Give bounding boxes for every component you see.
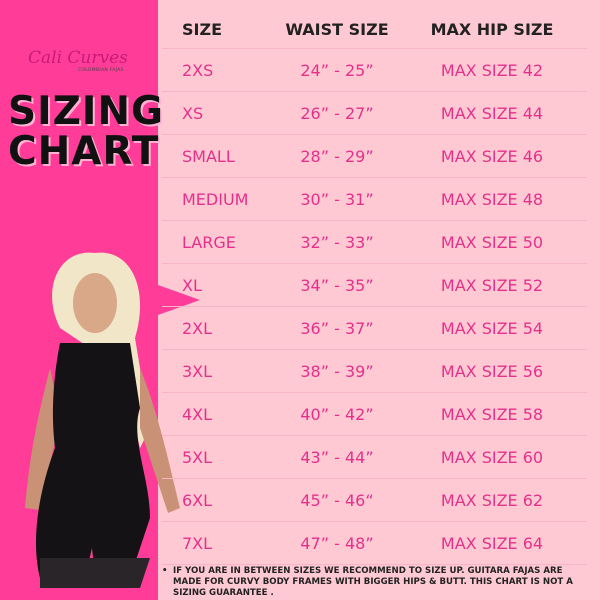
size-cell: 2XS: [182, 60, 214, 80]
waist-cell: 32” - 33”: [300, 232, 374, 252]
waist-cell: 26” - 27”: [300, 103, 374, 123]
title-line-2: CHART: [8, 129, 160, 174]
size-cell: XS: [182, 103, 204, 123]
hip-cell: MAX SIZE 58: [440, 404, 544, 424]
table-row: 7XL 47” - 48” MAX SIZE 64: [162, 522, 587, 565]
size-cell: 7XL: [182, 533, 213, 553]
title-line-1: SIZING: [8, 89, 165, 134]
table-row: 2XL 36” - 37” MAX SIZE 54: [162, 307, 587, 350]
header-waist: WAIST SIZE: [285, 19, 389, 39]
table-row: 3XL 38” - 39” MAX SIZE 56: [162, 350, 587, 393]
footnote: • IF YOU ARE IN BETWEEN SIZES WE RECOMME…: [162, 566, 592, 599]
header-hip: MAX HIP SIZE: [430, 19, 554, 39]
header-size: SIZE: [182, 19, 223, 39]
table-row: 2XS 24” - 25” MAX SIZE 42: [162, 49, 587, 92]
table-row: XS 26” - 27” MAX SIZE 44: [162, 92, 587, 135]
waist-cell: 34” - 35”: [300, 275, 374, 295]
hip-cell: MAX SIZE 50: [440, 232, 544, 252]
table-row: XL 34” - 35” MAX SIZE 52: [162, 264, 587, 307]
hip-cell: MAX SIZE 46: [440, 146, 544, 166]
footnote-text: IF YOU ARE IN BETWEEN SIZES WE RECOMMEND…: [173, 566, 573, 598]
waist-cell: 28” - 29”: [300, 146, 374, 166]
table-row: 4XL 40” - 42” MAX SIZE 58: [162, 393, 587, 436]
hip-cell: MAX SIZE 42: [440, 60, 544, 80]
waist-cell: 45” - 46“: [300, 490, 374, 510]
table-row: 6XL 45” - 46“ MAX SIZE 62: [162, 479, 587, 522]
table-row: MEDIUM 30” - 31” MAX SIZE 48: [162, 178, 587, 221]
table-header: SIZE WAIST SIZE MAX HIP SIZE: [162, 10, 587, 49]
waist-cell: 47” - 48”: [300, 533, 374, 553]
size-cell: 5XL: [182, 447, 213, 467]
hip-cell: MAX SIZE 60: [440, 447, 544, 467]
size-cell: 3XL: [182, 361, 213, 381]
waist-cell: 40” - 42”: [300, 404, 374, 424]
table-row: 5XL 43” - 44” MAX SIZE 60: [162, 436, 587, 479]
hip-cell: MAX SIZE 44: [440, 103, 544, 123]
hip-cell: MAX SIZE 64: [440, 533, 544, 553]
hip-cell: MAX SIZE 56: [440, 361, 544, 381]
size-cell: SMALL: [182, 146, 235, 166]
waist-cell: 24” - 25”: [300, 60, 374, 80]
size-cell: MEDIUM: [182, 189, 249, 209]
size-cell: XL: [182, 275, 202, 295]
model-photo: [25, 252, 180, 588]
brand-logo: Cali Curves COLOMBIAN FAJAS: [28, 48, 138, 78]
size-table: SIZE WAIST SIZE MAX HIP SIZE 2XS 24” - 25…: [162, 10, 587, 565]
size-cell: 2XL: [182, 318, 213, 338]
size-cell: 4XL: [182, 404, 213, 424]
hip-cell: MAX SIZE 52: [440, 275, 544, 295]
waist-cell: 38” - 39”: [300, 361, 374, 381]
brand-tagline: COLOMBIAN FAJAS: [78, 68, 124, 73]
pointer-arrow: [158, 285, 200, 315]
size-cell: 6XL: [182, 490, 213, 510]
brand-name: Cali Curves: [28, 48, 128, 68]
table-row: LARGE 32” - 33” MAX SIZE 50: [162, 221, 587, 264]
size-cell: LARGE: [182, 232, 236, 252]
waist-cell: 43” - 44”: [300, 447, 374, 467]
waist-cell: 30” - 31”: [300, 189, 374, 209]
page-title: SIZING CHART: [8, 92, 164, 172]
bullet: •: [162, 566, 168, 576]
hip-cell: MAX SIZE 62: [440, 490, 544, 510]
waist-cell: 36” - 37”: [300, 318, 374, 338]
table-row: SMALL 28” - 29” MAX SIZE 46: [162, 135, 587, 178]
hip-cell: MAX SIZE 48: [440, 189, 544, 209]
hip-cell: MAX SIZE 54: [440, 318, 544, 338]
